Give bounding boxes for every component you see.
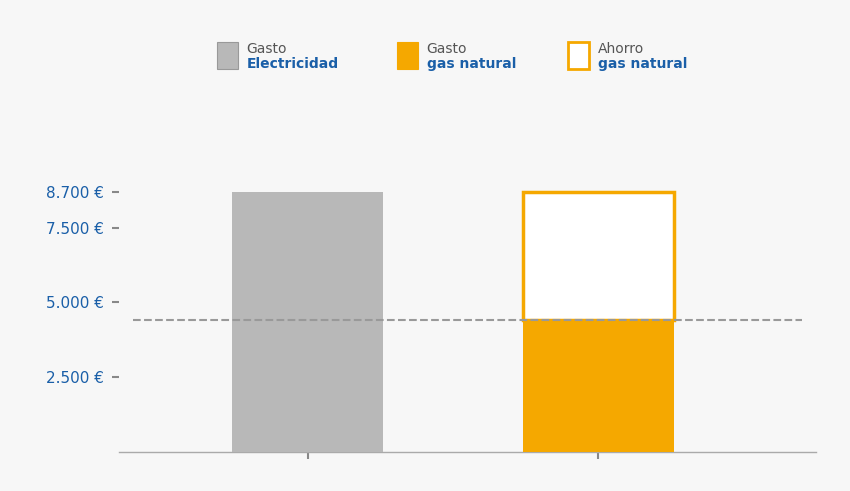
Bar: [523, 321, 674, 452]
Text: Gasto: Gasto: [427, 42, 468, 56]
Bar: [523, 192, 674, 321]
Bar: [232, 192, 383, 452]
Text: Gasto: Gasto: [246, 42, 287, 56]
Text: gas natural: gas natural: [427, 57, 516, 71]
Text: gas natural: gas natural: [598, 57, 687, 71]
Text: Electricidad: Electricidad: [246, 57, 338, 71]
Text: Ahorro: Ahorro: [598, 42, 643, 56]
